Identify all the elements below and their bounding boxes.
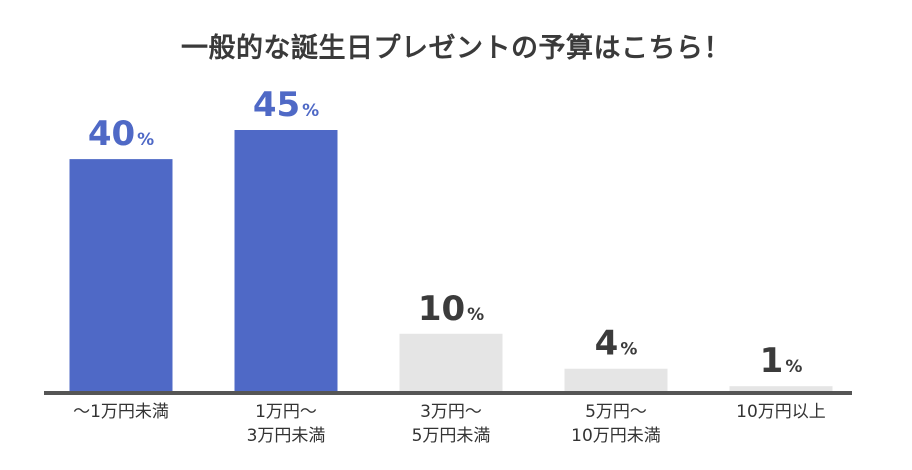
tick-label: 5万円〜	[585, 402, 647, 422]
bar	[399, 333, 503, 392]
data-label: 45%	[253, 85, 319, 125]
bar	[69, 159, 173, 392]
tick-label: 1万円〜	[255, 402, 317, 422]
bar	[234, 130, 338, 392]
tick-label: 10万円以上	[736, 402, 826, 422]
tick-label: 〜1万円未満	[73, 402, 169, 422]
tick-label: 3万円〜	[420, 402, 482, 422]
bar	[564, 368, 668, 392]
tick-label: 3万円未満	[247, 426, 326, 446]
x-axis-line	[44, 391, 852, 395]
data-label: 10%	[418, 289, 484, 329]
tick-label: 5万円未満	[412, 426, 491, 446]
data-label: 40%	[88, 114, 154, 154]
data-label: 1%	[760, 341, 803, 381]
data-label: 4%	[595, 324, 638, 364]
tick-label: 10万円未満	[571, 426, 661, 446]
chart-title: 一般的な誕生日プレゼントの予算はこちら！	[181, 33, 731, 64]
bar	[729, 386, 833, 392]
